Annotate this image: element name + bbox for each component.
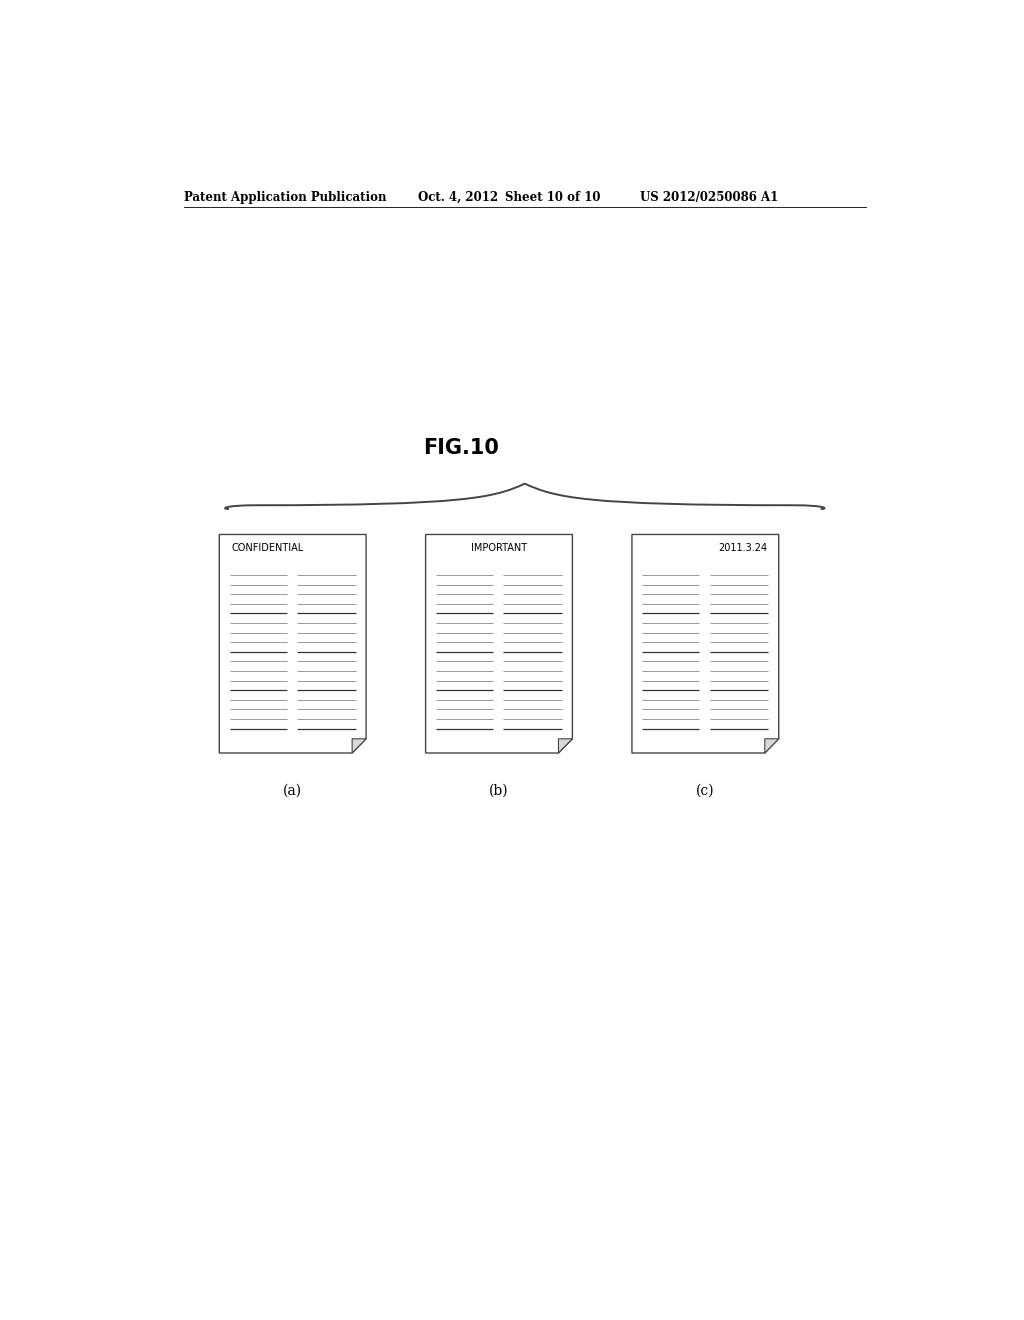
Text: FIG.10: FIG.10 xyxy=(423,438,500,458)
Polygon shape xyxy=(352,739,367,752)
Text: (b): (b) xyxy=(489,784,509,797)
PathPatch shape xyxy=(632,535,779,752)
Text: IMPORTANT: IMPORTANT xyxy=(471,543,527,553)
Text: (c): (c) xyxy=(696,784,715,797)
Text: US 2012/0250086 A1: US 2012/0250086 A1 xyxy=(640,190,778,203)
Text: Patent Application Publication: Patent Application Publication xyxy=(183,190,386,203)
Text: Oct. 4, 2012: Oct. 4, 2012 xyxy=(418,190,498,203)
PathPatch shape xyxy=(219,535,367,752)
Text: 2011.3.24: 2011.3.24 xyxy=(718,543,767,553)
Polygon shape xyxy=(558,739,572,752)
Text: CONFIDENTIAL: CONFIDENTIAL xyxy=(231,543,303,553)
Text: (a): (a) xyxy=(283,784,302,797)
Polygon shape xyxy=(765,739,779,752)
PathPatch shape xyxy=(426,535,572,752)
Text: Sheet 10 of 10: Sheet 10 of 10 xyxy=(505,190,600,203)
